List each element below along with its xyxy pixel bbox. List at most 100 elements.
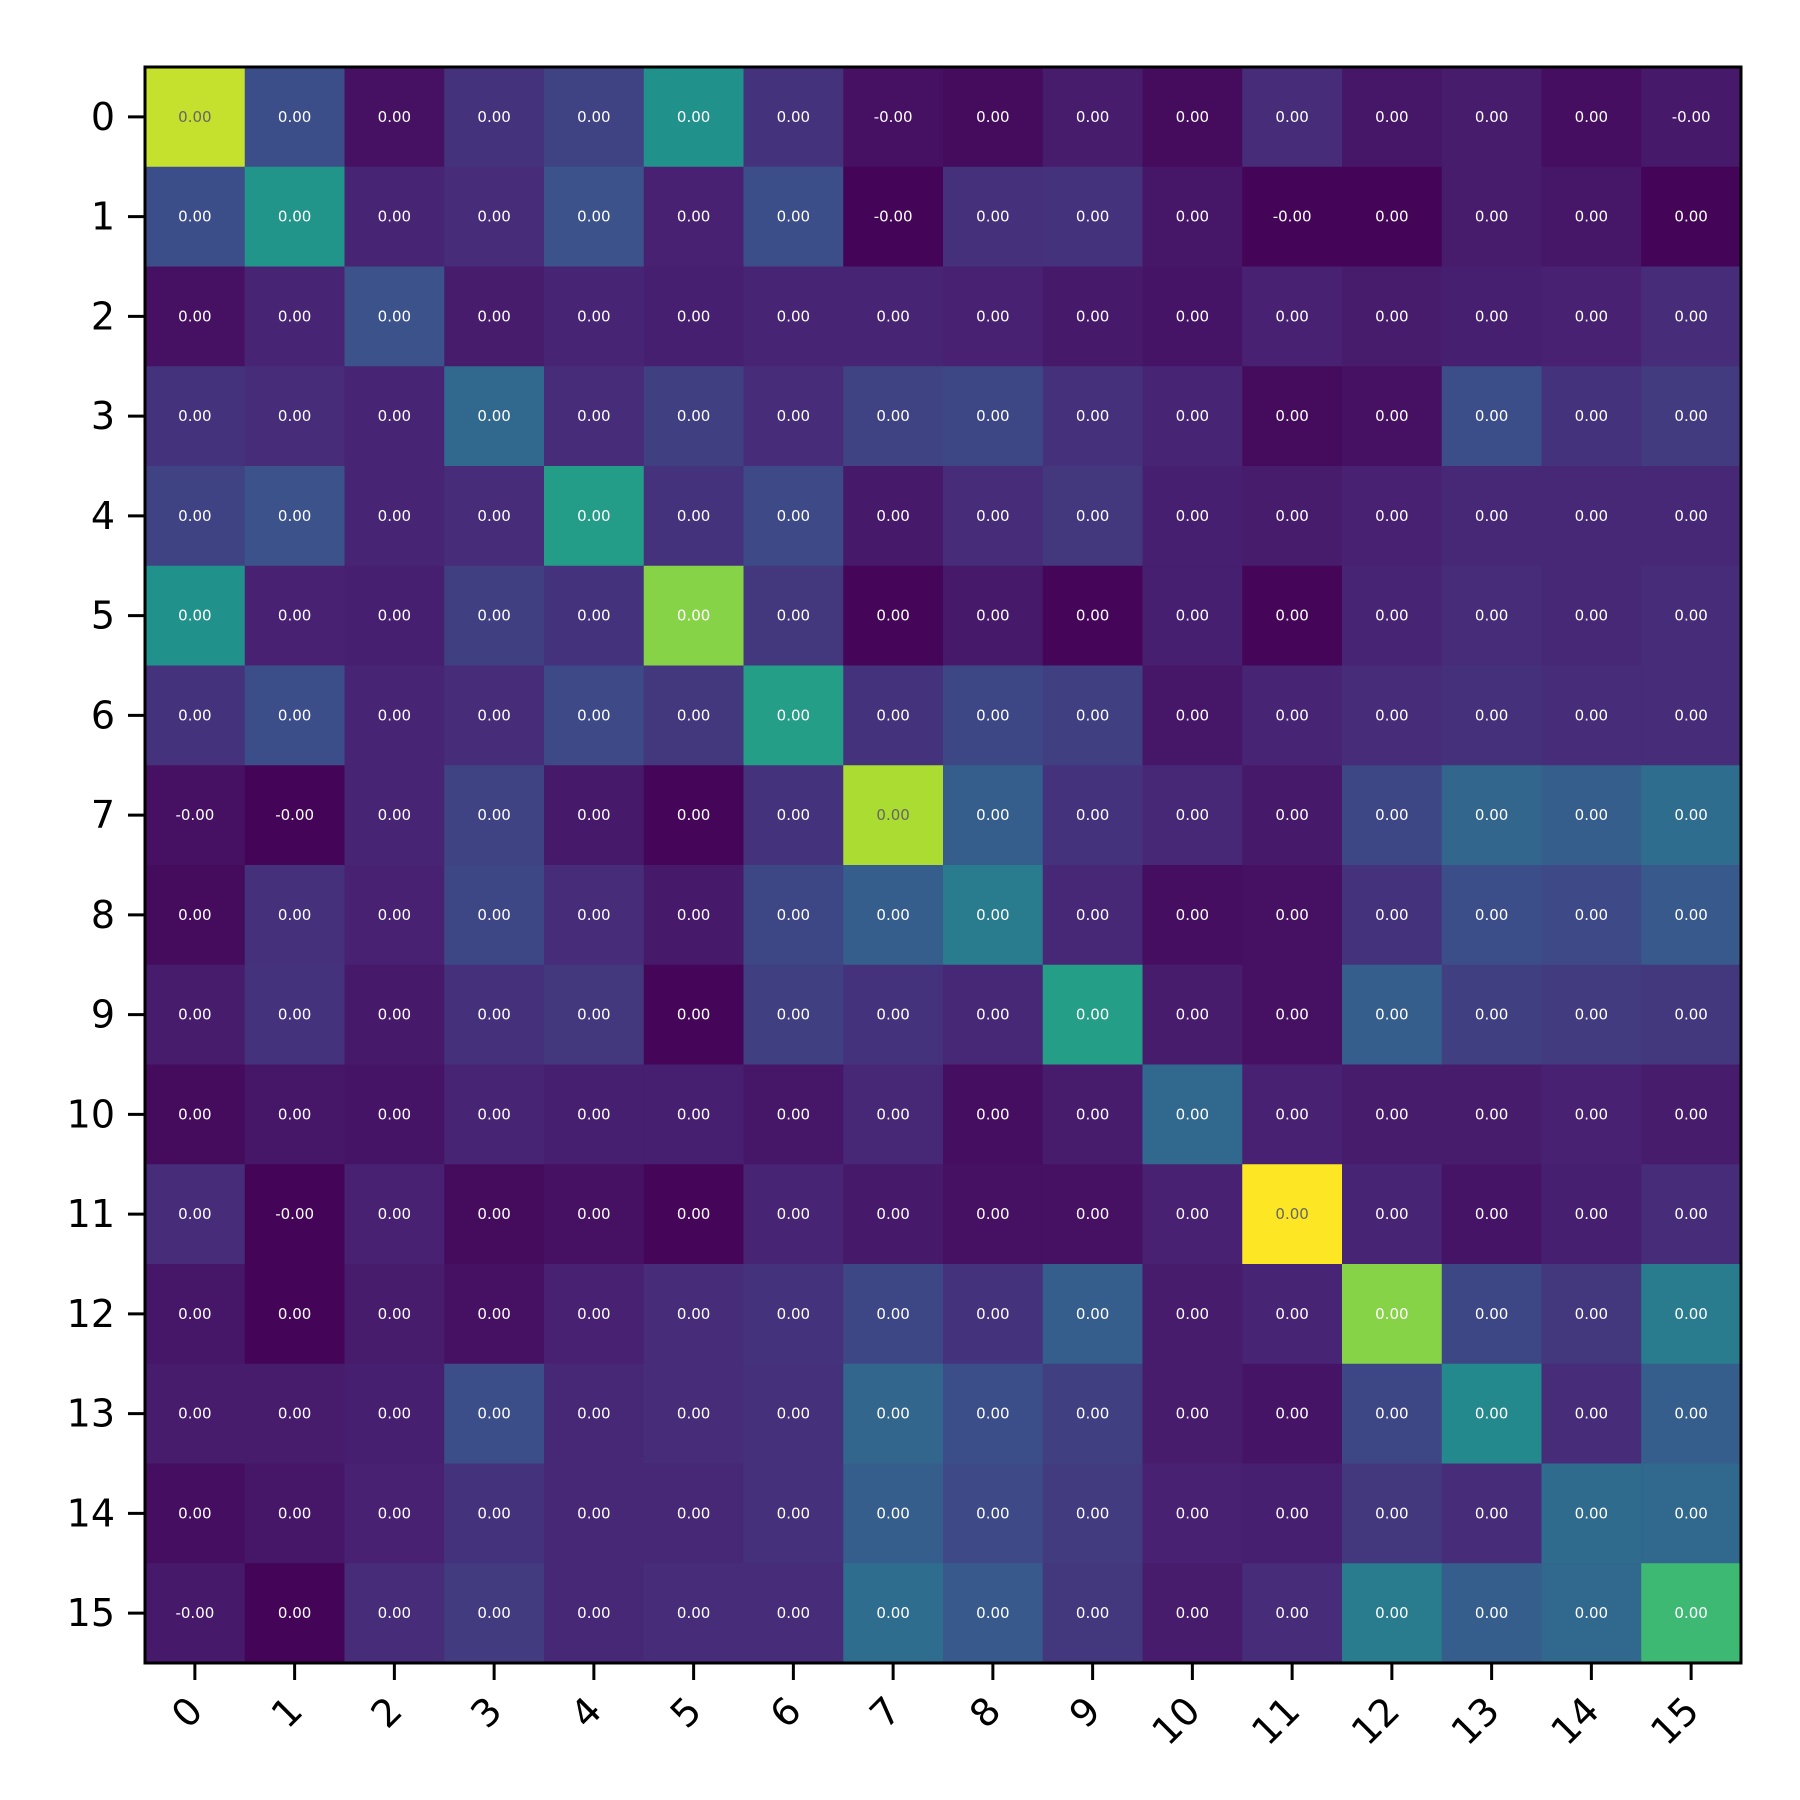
- heatmap-cell-13-13: [1441, 1363, 1543, 1465]
- heatmap-cell-5-6: [743, 565, 844, 667]
- heatmap-cell-13-10: [1142, 1363, 1243, 1465]
- y-tick-label: 7: [91, 793, 115, 837]
- cell-annotation-13-8: 0.00: [976, 1405, 1009, 1423]
- heatmap-cell-7-15: [1641, 765, 1742, 866]
- cell-annotation-10-6: 0.00: [777, 1105, 810, 1123]
- cell-annotation-8-1: 0.00: [278, 906, 311, 924]
- heatmap-cell-1-8: [943, 166, 1044, 268]
- heatmap-cell-9-0: [145, 964, 246, 1066]
- heatmap-cell-11-1: [244, 1164, 346, 1265]
- heatmap-cell-11-8: [943, 1164, 1044, 1265]
- cell-annotation-7-8: 0.00: [976, 806, 1009, 824]
- cell-annotation-12-1: 0.00: [278, 1305, 311, 1323]
- x-tick-label: 8: [961, 1688, 1009, 1736]
- cell-annotation-8-5: 0.00: [677, 906, 710, 924]
- heatmap-cell-12-8: [943, 1264, 1044, 1365]
- heatmap-cell-0-12: [1342, 67, 1443, 168]
- heatmap-cell-13-1: [244, 1363, 346, 1465]
- cell-annotation-15-3: 0.00: [477, 1604, 510, 1622]
- cell-annotation-2-6: 0.00: [777, 307, 810, 325]
- cell-annotation-7-11: 0.00: [1275, 806, 1308, 824]
- cell-annotation-9-13: 0.00: [1475, 1006, 1508, 1024]
- x-tick-label: 9: [1061, 1688, 1109, 1736]
- cell-annotation-8-2: 0.00: [378, 906, 411, 924]
- cell-annotation-11-2: 0.00: [378, 1205, 411, 1223]
- cell-annotation-2-8: 0.00: [976, 307, 1009, 325]
- cell-annotation-0-8: 0.00: [976, 108, 1009, 126]
- heatmap-cell-9-11: [1242, 964, 1343, 1066]
- cell-annotation-7-0: -0.00: [175, 806, 214, 824]
- heatmap-cell-1-2: [344, 166, 445, 268]
- heatmap-cell-8-3: [444, 865, 545, 966]
- heatmap-cell-6-0: [145, 665, 246, 766]
- cell-annotation-6-9: 0.00: [1076, 706, 1109, 724]
- heatmap-cell-13-5: [643, 1363, 745, 1465]
- cell-annotation-13-10: 0.00: [1176, 1405, 1209, 1423]
- x-tick-label: 0: [163, 1688, 211, 1736]
- cell-annotation-1-4: 0.00: [577, 208, 610, 226]
- cell-annotation-15-13: 0.00: [1475, 1604, 1508, 1622]
- cell-annotation-5-5: 0.00: [677, 607, 710, 625]
- heatmap-cell-4-3: [444, 466, 545, 567]
- cell-annotation-11-10: 0.00: [1176, 1205, 1209, 1223]
- heatmap-cell-13-6: [743, 1363, 844, 1465]
- heatmap-cell-1-5: [643, 166, 745, 268]
- cell-annotation-1-8: 0.00: [976, 208, 1009, 226]
- heatmap-cell-2-15: [1641, 266, 1742, 367]
- cell-annotation-14-0: 0.00: [178, 1504, 211, 1522]
- cell-annotation-8-6: 0.00: [777, 906, 810, 924]
- cell-annotation-6-10: 0.00: [1176, 706, 1209, 724]
- cell-annotation-5-13: 0.00: [1475, 607, 1508, 625]
- cell-annotation-6-11: 0.00: [1275, 706, 1308, 724]
- cell-annotation-8-15: 0.00: [1674, 906, 1707, 924]
- cell-annotation-1-0: 0.00: [178, 208, 211, 226]
- cell-annotation-5-14: 0.00: [1575, 607, 1608, 625]
- cell-annotation-8-7: 0.00: [876, 906, 909, 924]
- heatmap-cell-12-4: [544, 1264, 645, 1365]
- cell-annotation-7-5: 0.00: [677, 806, 710, 824]
- cell-annotation-5-8: 0.00: [976, 607, 1009, 625]
- heatmap-cell-11-5: [643, 1164, 745, 1265]
- cell-annotation-12-10: 0.00: [1176, 1305, 1209, 1323]
- heatmap-cell-3-3: [444, 366, 545, 467]
- cell-annotation-3-13: 0.00: [1475, 407, 1508, 425]
- heatmap-cell-14-1: [244, 1463, 346, 1564]
- cell-annotation-4-2: 0.00: [378, 507, 411, 525]
- cell-annotation-12-0: 0.00: [178, 1305, 211, 1323]
- heatmap-cell-3-2: [344, 366, 445, 467]
- cell-annotation-15-14: 0.00: [1575, 1604, 1608, 1622]
- heatmap-cell-4-10: [1142, 466, 1243, 567]
- heatmap-cell-15-2: [344, 1563, 445, 1664]
- cell-annotation-0-10: 0.00: [1176, 108, 1209, 126]
- heatmap-cell-4-15: [1641, 466, 1742, 567]
- cell-annotation-11-13: 0.00: [1475, 1205, 1508, 1223]
- heatmap-cell-11-15: [1641, 1164, 1742, 1265]
- cell-annotation-1-15: 0.00: [1674, 208, 1707, 226]
- cell-annotation-8-0: 0.00: [178, 906, 211, 924]
- cell-annotation-10-10: 0.00: [1176, 1105, 1209, 1123]
- cell-annotation-0-15: -0.00: [1672, 108, 1711, 126]
- cell-annotation-2-4: 0.00: [577, 307, 610, 325]
- cell-annotation-4-14: 0.00: [1575, 507, 1608, 525]
- heatmap-cell-11-13: [1441, 1164, 1543, 1265]
- heatmap-cell-3-11: [1242, 366, 1343, 467]
- cell-annotation-0-9: 0.00: [1076, 108, 1109, 126]
- heatmap-cell-14-9: [1042, 1463, 1144, 1564]
- cell-annotation-6-6: 0.00: [777, 706, 810, 724]
- cell-annotation-13-14: 0.00: [1575, 1405, 1608, 1423]
- heatmap-cell-0-15: [1641, 67, 1742, 168]
- heatmap-cell-1-14: [1541, 166, 1642, 268]
- cell-annotation-1-2: 0.00: [378, 208, 411, 226]
- heatmap-cell-13-4: [544, 1363, 645, 1465]
- heatmap-cell-12-11: [1242, 1264, 1343, 1365]
- heatmap-cell-4-9: [1042, 466, 1144, 567]
- heatmap-cell-14-4: [544, 1463, 645, 1564]
- cell-annotation-14-10: 0.00: [1176, 1504, 1209, 1522]
- cell-annotation-12-7: 0.00: [876, 1305, 909, 1323]
- cell-annotation-3-6: 0.00: [777, 407, 810, 425]
- heatmap-cell-15-15: [1641, 1563, 1742, 1664]
- cell-annotation-2-15: 0.00: [1674, 307, 1707, 325]
- heatmap-cell-6-12: [1342, 665, 1443, 766]
- cell-annotation-11-0: 0.00: [178, 1205, 211, 1223]
- cell-annotation-9-2: 0.00: [378, 1006, 411, 1024]
